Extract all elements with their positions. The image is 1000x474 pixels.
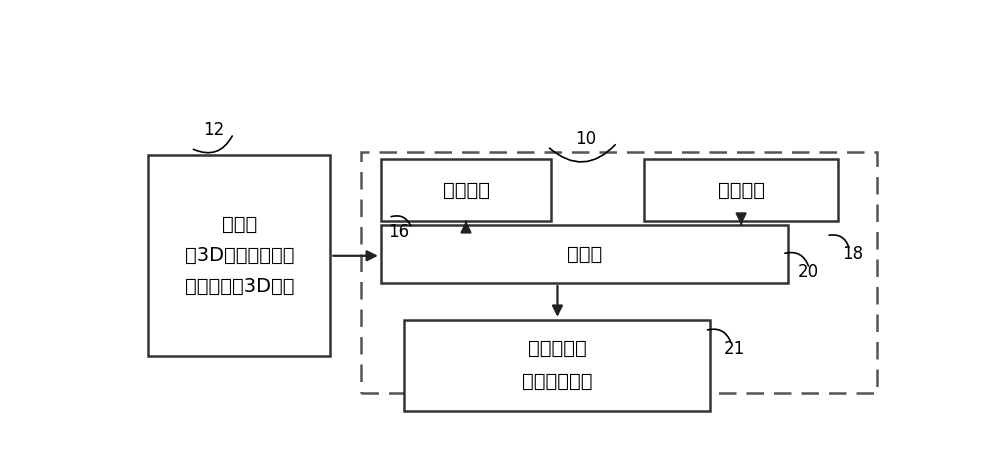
- Bar: [148, 155, 330, 356]
- Bar: [381, 159, 551, 221]
- Text: 20: 20: [798, 263, 819, 281]
- Text: 12: 12: [204, 121, 225, 139]
- Text: 显示装置: 显示装置: [443, 181, 490, 200]
- Text: 16: 16: [388, 223, 410, 241]
- Text: 或3D印模扫描的数: 或3D印模扫描的数: [185, 246, 294, 265]
- Text: 输入装置: 输入装置: [718, 181, 765, 200]
- Text: 字模型: 字模型: [222, 215, 257, 234]
- Text: 的数字排列: 的数字排列: [528, 339, 586, 358]
- Bar: [361, 152, 877, 392]
- Text: 10: 10: [576, 130, 597, 148]
- Text: 来自口腔内3D扫描: 来自口腔内3D扫描: [185, 277, 294, 296]
- Text: 18: 18: [842, 245, 863, 263]
- Text: 处理器: 处理器: [567, 245, 602, 264]
- Text: 用于正畸器具: 用于正畸器具: [522, 372, 592, 391]
- Text: 21: 21: [724, 340, 745, 358]
- Bar: [644, 159, 838, 221]
- Bar: [404, 319, 710, 411]
- Bar: [381, 225, 788, 283]
